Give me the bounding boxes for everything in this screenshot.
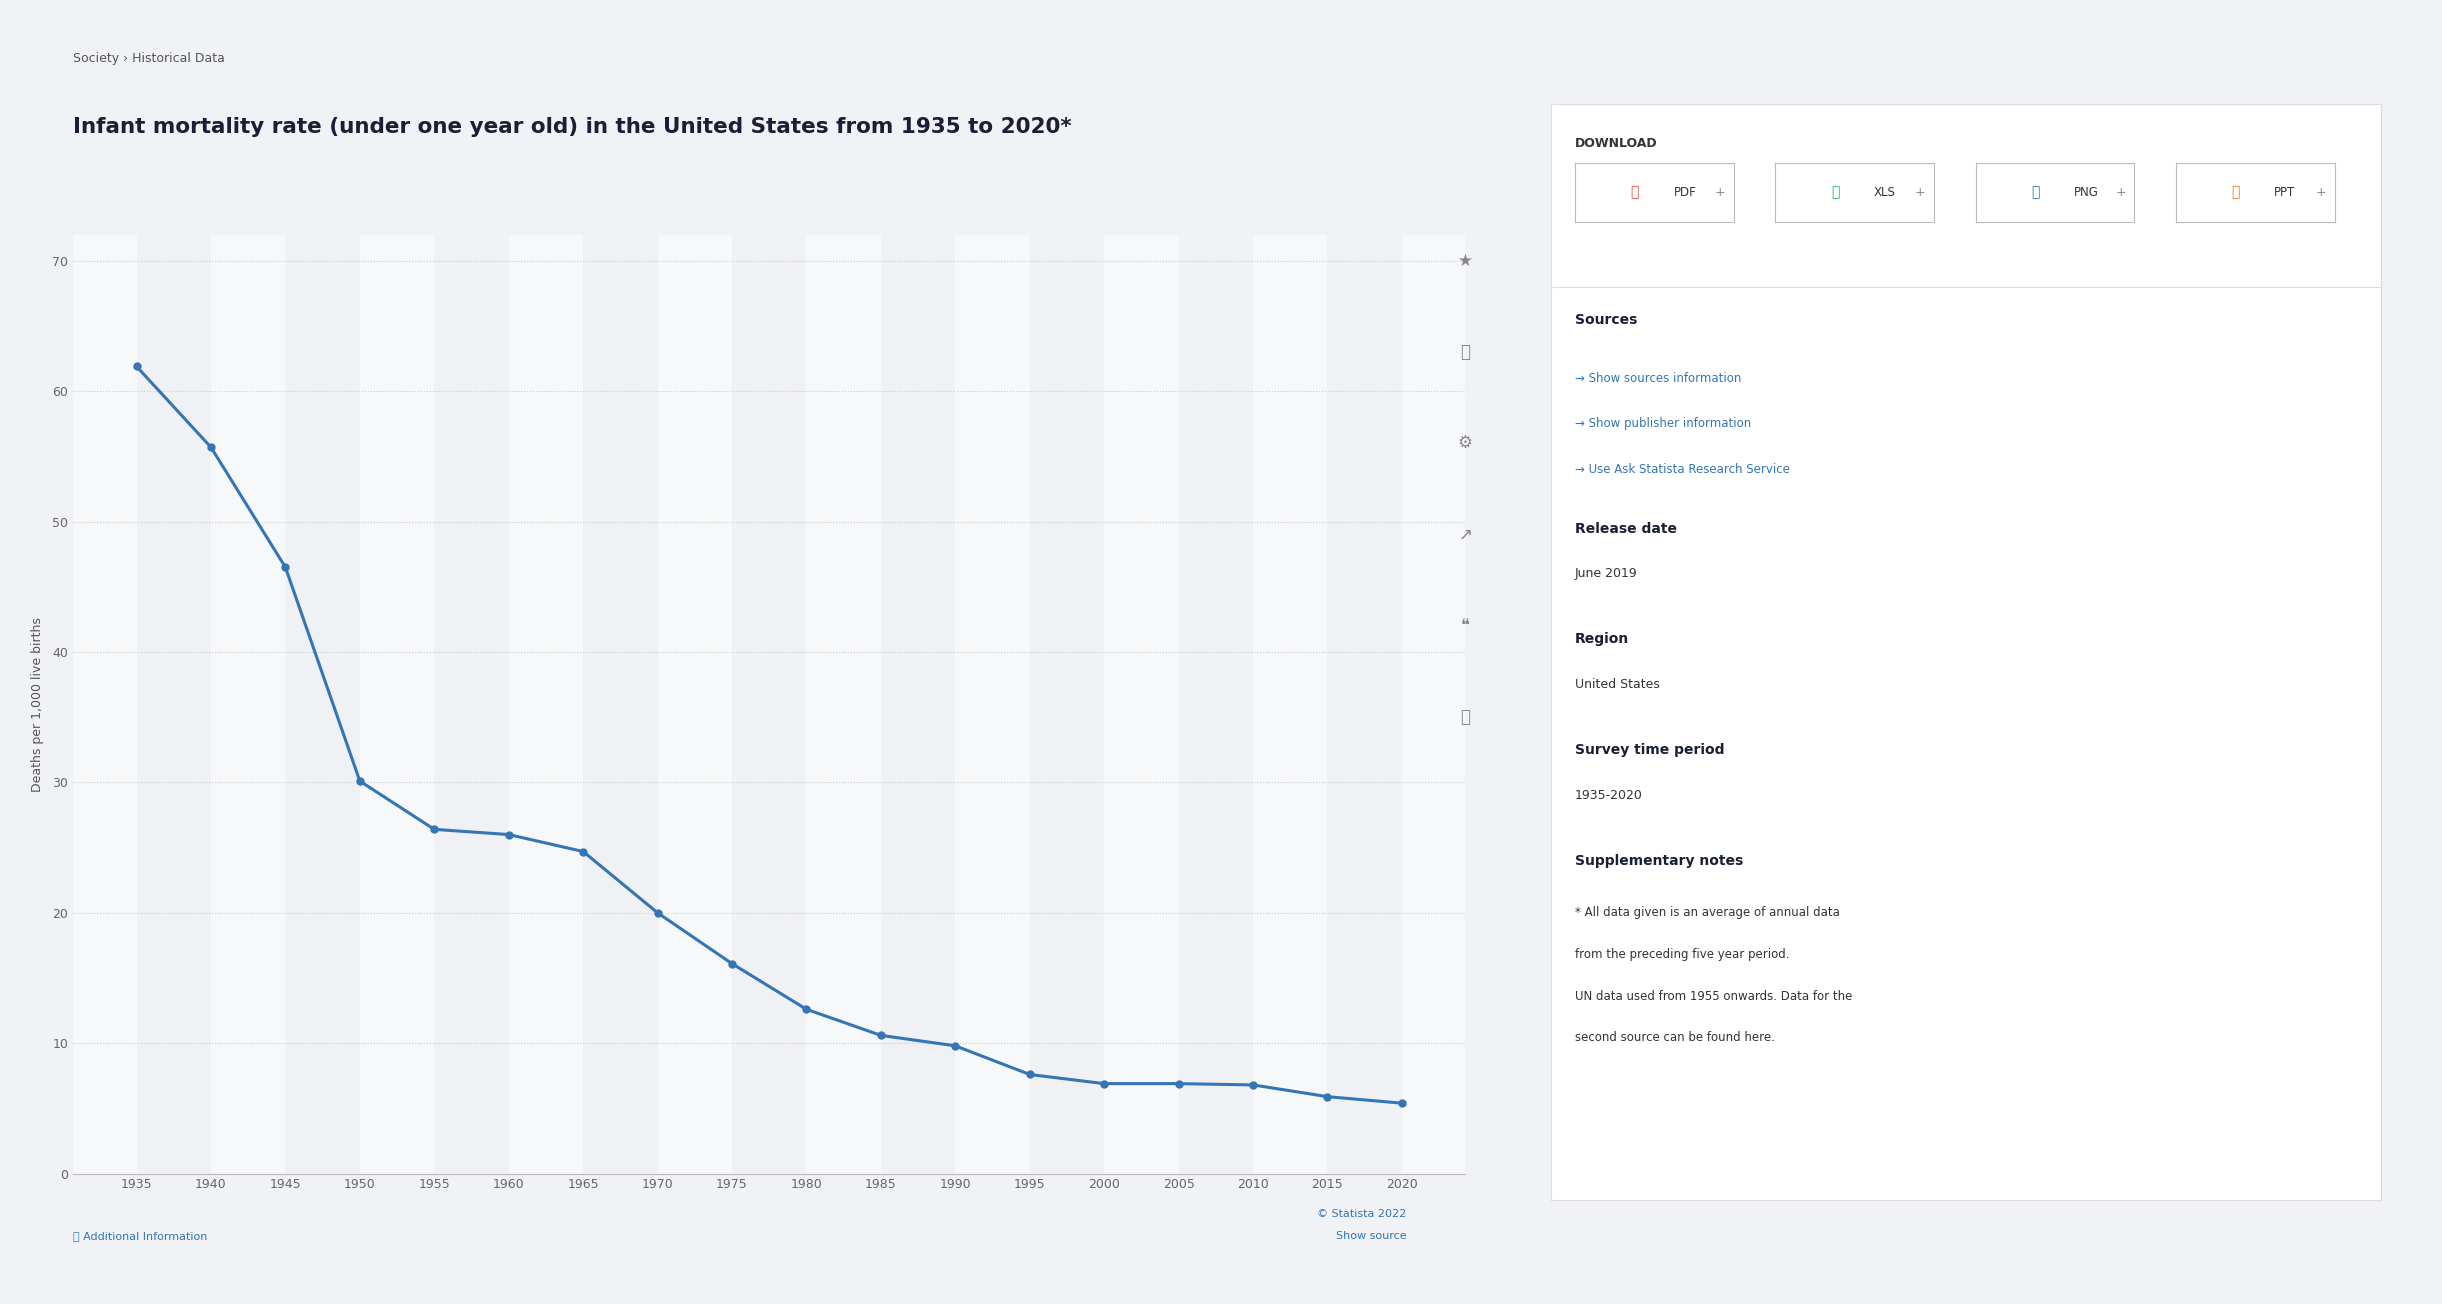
Text: Infant mortality rate (under one year old) in the United States from 1935 to 202: Infant mortality rate (under one year ol… (73, 117, 1072, 137)
Text: ⚙: ⚙ (1458, 434, 1473, 452)
Text: +: + (1714, 186, 1726, 198)
Text: 🗎: 🗎 (1631, 185, 1639, 200)
Text: from the preceding five year period.: from the preceding five year period. (1575, 948, 1790, 961)
Text: → Use Ask Statista Research Service: → Use Ask Statista Research Service (1575, 463, 1790, 476)
Text: June 2019: June 2019 (1575, 567, 1639, 580)
Text: Region: Region (1575, 632, 1629, 647)
Text: XLS: XLS (1873, 186, 1895, 198)
Text: → Show sources information: → Show sources information (1575, 372, 1741, 385)
Bar (435, 235, 508, 1174)
Bar (137, 235, 210, 1174)
Text: 🗎: 🗎 (1832, 185, 1839, 200)
Text: © Statista 2022: © Statista 2022 (1316, 1209, 1407, 1219)
Text: PNG: PNG (2073, 186, 2098, 198)
Text: +: + (2115, 186, 2127, 198)
Bar (286, 235, 359, 1174)
Text: ★: ★ (1458, 252, 1473, 270)
Text: PPT: PPT (2274, 186, 2295, 198)
Text: Survey time period: Survey time period (1575, 743, 1724, 758)
Text: United States: United States (1575, 678, 1661, 691)
Text: Show source: Show source (1336, 1231, 1407, 1241)
Y-axis label: Deaths per 1,000 live births: Deaths per 1,000 live births (32, 617, 44, 792)
Text: Sources: Sources (1575, 313, 1639, 327)
Text: ↗: ↗ (1458, 526, 1473, 544)
Text: Society › Historical Data: Society › Historical Data (73, 52, 225, 65)
Text: +: + (2315, 186, 2327, 198)
Text: UN data used from 1955 onwards. Data for the: UN data used from 1955 onwards. Data for… (1575, 990, 1853, 1003)
Text: → Show publisher information: → Show publisher information (1575, 417, 1751, 430)
Text: 🗎: 🗎 (2032, 185, 2039, 200)
Text: ⎙: ⎙ (1460, 708, 1470, 726)
Text: 🔔: 🔔 (1460, 343, 1470, 361)
Text: second source can be found here.: second source can be found here. (1575, 1031, 1775, 1045)
Text: ⓘ Additional Information: ⓘ Additional Information (73, 1231, 208, 1241)
Text: PDF: PDF (1673, 186, 1697, 198)
Text: ❝: ❝ (1460, 617, 1470, 635)
Bar (1328, 235, 1402, 1174)
Text: +: + (1915, 186, 1927, 198)
Text: 🗎: 🗎 (2232, 185, 2239, 200)
Text: 1935-2020: 1935-2020 (1575, 789, 1643, 802)
Bar (584, 235, 657, 1174)
Bar (1031, 235, 1104, 1174)
Text: * All data given is an average of annual data: * All data given is an average of annual… (1575, 906, 1839, 919)
Bar (882, 235, 955, 1174)
Text: DOWNLOAD: DOWNLOAD (1575, 137, 1658, 150)
Bar (1179, 235, 1253, 1174)
Bar (733, 235, 806, 1174)
Text: Release date: Release date (1575, 522, 1678, 536)
Text: Supplementary notes: Supplementary notes (1575, 854, 1744, 868)
